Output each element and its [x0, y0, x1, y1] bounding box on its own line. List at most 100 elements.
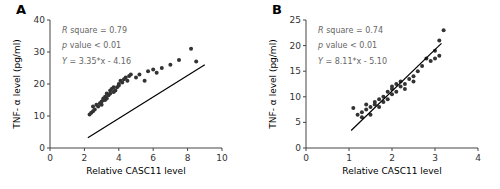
- point: [377, 97, 381, 101]
- y-tick: [303, 96, 306, 97]
- point: [177, 58, 181, 62]
- point: [403, 87, 407, 91]
- x-tick-label: 0: [303, 153, 309, 163]
- x-tick: [349, 148, 350, 151]
- point: [442, 28, 446, 32]
- annotation-part: square = 0.79: [68, 26, 127, 35]
- annotation-part: value < 0.01: [67, 41, 121, 50]
- point: [129, 72, 133, 76]
- y-axis-label: TNF- α level (pg/ml): [12, 39, 22, 129]
- y-tick: [47, 20, 50, 21]
- y-tick-label: 15: [290, 66, 301, 76]
- point: [386, 97, 390, 101]
- figure: 0246810010203040Relative CASC11 levelTNF…: [0, 0, 500, 189]
- y-tick: [47, 116, 50, 117]
- point: [437, 38, 441, 42]
- y-axis-line: [306, 20, 307, 148]
- annotation: Y = 3.35*x - 4.16: [62, 57, 131, 66]
- y-tick-label: 10: [34, 111, 46, 121]
- point: [146, 69, 150, 73]
- y-tick: [47, 84, 50, 85]
- annotation: R square = 0.79: [62, 26, 127, 35]
- y-tick: [303, 71, 306, 72]
- y-tick: [303, 20, 306, 21]
- annotation: p value < 0.01: [317, 41, 377, 50]
- y-tick: [47, 52, 50, 53]
- point: [155, 71, 159, 75]
- panel-label: A: [16, 2, 26, 17]
- point: [373, 100, 377, 104]
- annotation: R square = 0.74: [318, 26, 383, 35]
- point: [394, 90, 398, 94]
- point: [137, 72, 141, 76]
- point: [134, 76, 138, 80]
- point: [399, 85, 403, 89]
- annotation-part: value < 0.01: [323, 41, 377, 50]
- x-tick-label: 3: [432, 153, 438, 163]
- x-tick: [392, 148, 393, 151]
- x-tick: [435, 148, 436, 151]
- point: [437, 54, 441, 58]
- point: [416, 69, 420, 73]
- x-tick-label: 8: [185, 153, 191, 163]
- point: [356, 113, 360, 117]
- point: [429, 59, 433, 63]
- point: [433, 56, 437, 60]
- x-tick: [153, 148, 154, 151]
- x-axis-label: Relative CASC11 level: [86, 166, 185, 176]
- x-tick: [84, 148, 85, 151]
- x-axis-line: [50, 148, 222, 149]
- point: [390, 85, 394, 89]
- panel-label: B: [272, 2, 282, 17]
- annotation-part: square = 0.74: [324, 26, 383, 35]
- y-tick: [303, 45, 306, 46]
- point: [160, 66, 164, 70]
- y-tick-label: 40: [34, 15, 46, 25]
- y-tick-label: 5: [295, 117, 301, 127]
- y-tick: [303, 122, 306, 123]
- point: [403, 82, 407, 86]
- annotation: p value < 0.01: [61, 41, 121, 50]
- y-tick-label: 20: [290, 41, 302, 51]
- point: [189, 47, 193, 51]
- point: [93, 108, 97, 112]
- x-tick-label: 2: [389, 153, 395, 163]
- y-tick-label: 30: [34, 47, 46, 57]
- point: [360, 110, 364, 114]
- x-tick: [187, 148, 188, 151]
- point: [369, 105, 373, 109]
- x-tick-label: 0: [47, 153, 53, 163]
- x-tick-label: 6: [150, 153, 156, 163]
- y-tick: [47, 148, 50, 149]
- point: [143, 79, 147, 83]
- y-axis-label: TNF- α level (pg/ml): [268, 39, 278, 129]
- x-tick: [118, 148, 119, 151]
- point: [125, 79, 129, 83]
- annotation-part: = 8.11*x - 5.10: [323, 57, 387, 66]
- point: [420, 64, 424, 68]
- annotation: Y = 8.11*x - 5.10: [318, 57, 387, 66]
- point: [364, 102, 368, 106]
- point: [364, 108, 368, 112]
- x-tick-label: 10: [216, 153, 228, 163]
- x-axis-label: Relative CASC11 level: [342, 166, 441, 176]
- regression-line: [88, 65, 205, 138]
- y-tick: [303, 148, 306, 149]
- x-tick-label: 4: [475, 153, 481, 163]
- y-tick-label: 0: [295, 143, 301, 153]
- annotation-part: = 3.35*x - 4.16: [67, 57, 131, 66]
- y-tick-label: 20: [34, 79, 46, 89]
- point: [351, 106, 355, 110]
- point: [151, 68, 155, 72]
- point: [168, 63, 172, 67]
- panel: 0 2 4 6 8 10 0 10 20 30 40 Relative CASC11 level TNF…: [12, 2, 228, 176]
- point: [194, 60, 198, 64]
- x-tick-label: 2: [82, 153, 88, 163]
- x-tick: [478, 148, 479, 151]
- y-tick-label: 25: [290, 15, 301, 25]
- point: [407, 77, 411, 81]
- point: [412, 79, 416, 83]
- y-tick-label: 0: [39, 143, 45, 153]
- panel: 012340510152025Relative CASC11 levelTNF-…: [268, 2, 481, 176]
- x-tick-label: 4: [116, 153, 122, 163]
